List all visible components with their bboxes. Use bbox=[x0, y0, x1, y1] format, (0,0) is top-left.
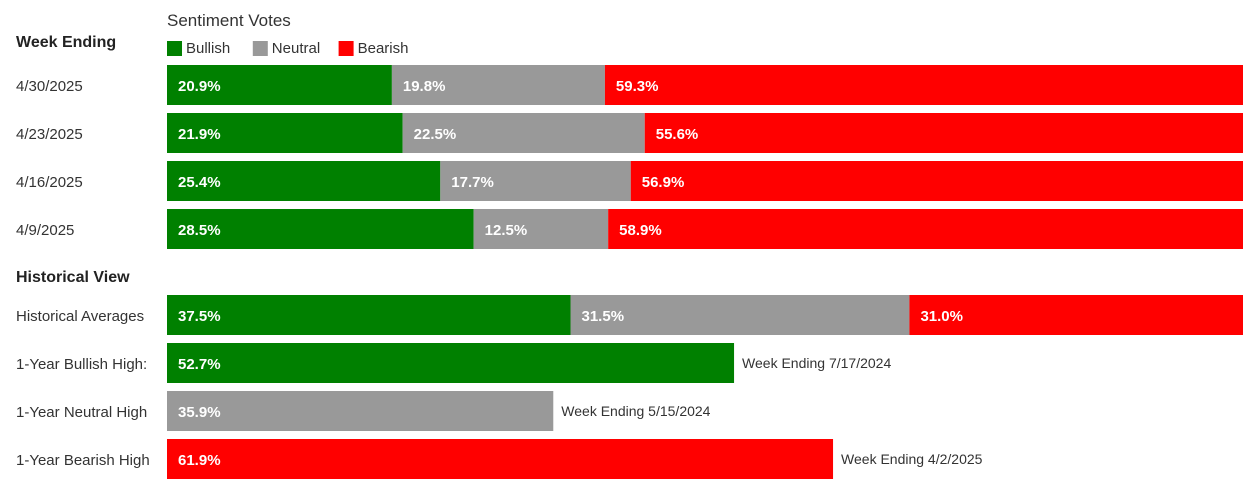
high-neutral-bar bbox=[167, 391, 554, 431]
high-neutral-value: 35.9% bbox=[178, 404, 221, 421]
week-2-bar-bearish bbox=[644, 113, 1243, 153]
week-3-value-bullish: 25.4% bbox=[178, 174, 221, 191]
week-2-value-bearish: 55.6% bbox=[656, 126, 699, 143]
historical-view-header: Historical View bbox=[16, 269, 130, 286]
week-2-value-neutral: 22.5% bbox=[414, 126, 457, 143]
week-3-value-bearish: 56.9% bbox=[642, 174, 685, 191]
high-bearish-bar bbox=[167, 439, 834, 479]
week-1-value-neutral: 19.8% bbox=[403, 78, 446, 95]
week-1-bar-bullish bbox=[167, 65, 392, 105]
week-2-value-bullish: 21.9% bbox=[178, 126, 221, 143]
historical-averages-label: Historical Averages bbox=[16, 308, 144, 325]
high-bearish-note: Week Ending 4/2/2025 bbox=[841, 451, 983, 467]
week-4-bar-neutral bbox=[473, 209, 609, 249]
high-bullish-label: 1-Year Bullish High: bbox=[16, 356, 147, 373]
high-neutral-label: 1-Year Neutral High bbox=[16, 404, 147, 421]
historical-averages-value-bearish: 31.0% bbox=[920, 308, 963, 325]
legend-label-bullish: Bullish bbox=[186, 40, 230, 57]
week-label-2: 4/23/2025 bbox=[16, 126, 83, 143]
legend-swatch-neutral bbox=[252, 41, 268, 56]
chart-title: Sentiment Votes bbox=[167, 11, 291, 30]
week-2-bar-neutral bbox=[402, 113, 645, 153]
bars-group: 4/30/2025 20.9% 19.8% 59.3% 4/23/2025 21.9% 22… bbox=[16, 65, 1243, 479]
legend-label-bearish: Bearish bbox=[358, 40, 409, 57]
week-4-bar-bearish bbox=[608, 209, 1243, 249]
historical-averages-bar-neutral bbox=[570, 295, 910, 335]
week-4-bar-bullish bbox=[167, 209, 474, 249]
week-2-bar-bullish bbox=[167, 113, 403, 153]
week-label-3: 4/16/2025 bbox=[16, 174, 83, 191]
week-3-value-neutral: 17.7% bbox=[451, 174, 494, 191]
week-4-value-neutral: 12.5% bbox=[485, 222, 528, 239]
high-bearish-label: 1-Year Bearish High bbox=[16, 452, 150, 469]
week-3-bar-neutral bbox=[440, 161, 631, 201]
historical-averages-value-bullish: 37.5% bbox=[178, 308, 221, 325]
historical-averages-value-neutral: 31.5% bbox=[582, 308, 625, 325]
high-bullish-bar bbox=[167, 343, 735, 383]
week-4-value-bearish: 58.9% bbox=[619, 222, 662, 239]
legend-label-neutral: Neutral bbox=[272, 40, 320, 57]
week-3-bar-bearish bbox=[630, 161, 1243, 201]
week-ending-header: Week Ending bbox=[16, 34, 116, 51]
week-3-bar-bullish bbox=[167, 161, 441, 201]
week-1-value-bullish: 20.9% bbox=[178, 78, 221, 95]
high-bearish-value: 61.9% bbox=[178, 452, 221, 469]
week-4-value-bullish: 28.5% bbox=[178, 222, 221, 239]
high-bullish-note: Week Ending 7/17/2024 bbox=[742, 355, 891, 371]
week-label-1: 4/30/2025 bbox=[16, 78, 83, 95]
historical-averages-bar-bearish bbox=[909, 295, 1243, 335]
week-1-value-bearish: 59.3% bbox=[616, 78, 659, 95]
week-label-4: 4/9/2025 bbox=[16, 222, 74, 239]
legend-swatch-bearish bbox=[338, 41, 354, 56]
high-neutral-note: Week Ending 5/15/2024 bbox=[561, 403, 710, 419]
week-1-bar-bearish bbox=[604, 65, 1243, 105]
legend-swatch-bullish bbox=[167, 41, 182, 56]
high-bullish-value: 52.7% bbox=[178, 356, 221, 373]
week-1-bar-neutral bbox=[391, 65, 605, 105]
legend: Bullish Neutral Bearish bbox=[167, 40, 408, 57]
historical-averages-bar-bullish bbox=[167, 295, 571, 335]
